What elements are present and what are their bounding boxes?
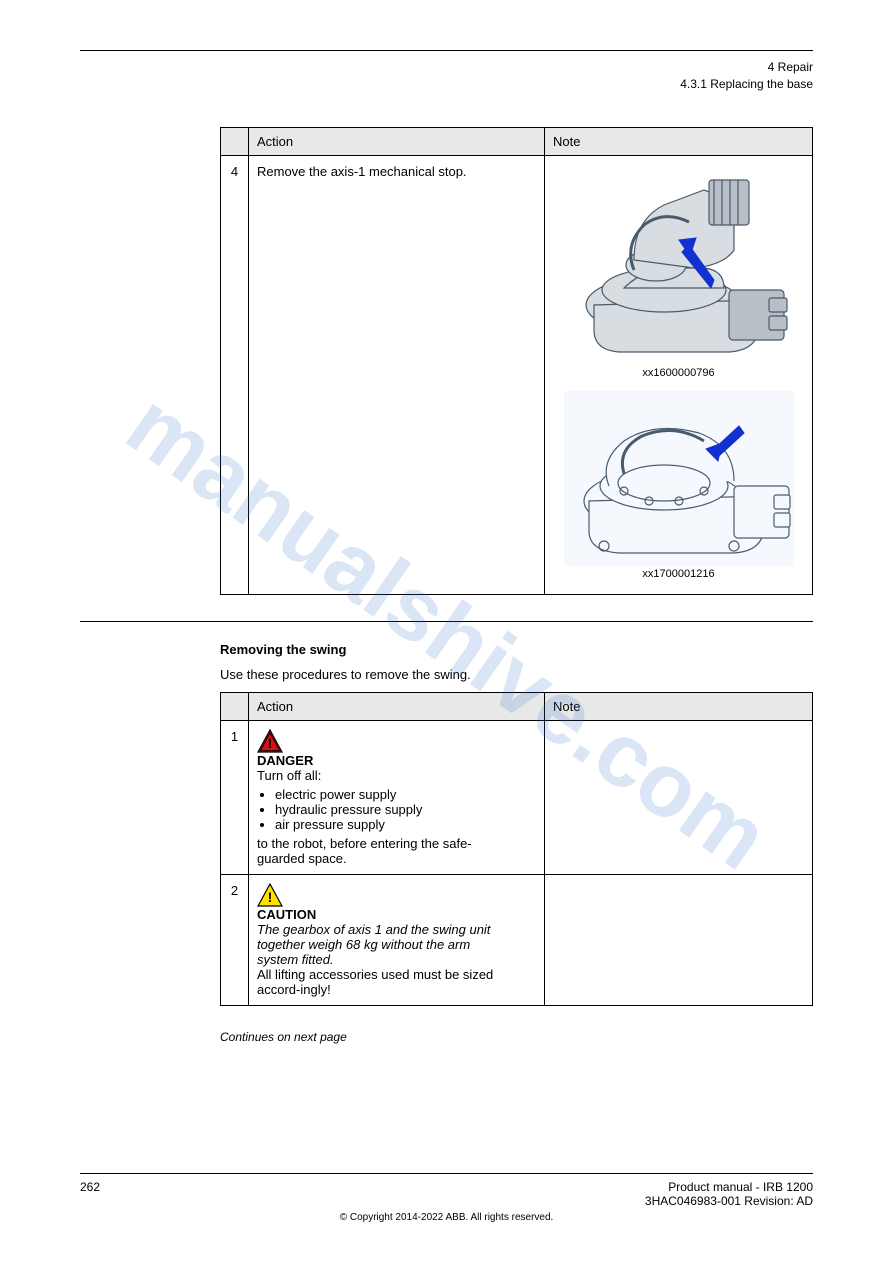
caution-icon: ! [257,883,283,907]
caution-text-2: All lifting accessories used must be siz… [257,967,493,997]
danger-icon: ! [257,729,283,753]
footer-rule [80,1173,813,1174]
step-note-images: xx1600000796 [545,155,813,594]
continues-note: Continues on next page [220,1030,813,1044]
steps-table-2: Action Note 1 ! DANGER Turn off all: [220,692,813,1006]
removing-swing-title: Removing the swing [220,642,813,657]
col-blank [221,127,249,155]
t2-step-1-note [545,720,813,874]
t2-row-2: 2 ! CAUTION The gearbox of axis 1 and th… [221,874,813,1005]
section-separator [80,621,813,622]
t2-col-blank [221,692,249,720]
t2-step-1-action: ! DANGER Turn off all: electric power su… [249,720,545,874]
t2-step-2-num: 2 [221,874,249,1005]
t2-step-1-num: 1 [221,720,249,874]
t2-col-note: Note [545,692,813,720]
table1-row-1: 4 Remove the axis-1 mechanical stop. [221,155,813,594]
page-footer: 262 Product manual - IRB 1200 3HAC046983… [80,1173,813,1223]
svg-text:!: ! [268,735,273,751]
caution-text-1: The gearbox of axis 1 and the swing unit… [257,922,490,967]
header-rule [80,50,813,51]
robot-figure-1: xx1600000796 [564,170,794,379]
removing-swing-lead: Use these procedures to remove the swing… [220,667,813,682]
robot-svg-2 [564,391,794,566]
danger-item-1: electric power supply [275,787,502,802]
step-number: 4 [221,155,249,594]
caution-content: CAUTION The gearbox of axis 1 and the sw… [257,907,502,997]
footer-copyright: © Copyright 2014-2022 ABB. All rights re… [80,1212,813,1223]
page-header: 4 Repair 4.3.1 Replacing the base [80,59,813,93]
t2-step-2-note [545,874,813,1005]
t2-step-2-action: ! CAUTION The gearbox of axis 1 and the … [249,874,545,1005]
col-action: Action [249,127,545,155]
header-chapter: 4 Repair [80,59,813,76]
t2-row-1: 1 ! DANGER Turn off all: electric power … [221,720,813,874]
figure-ref-1: xx1600000796 [564,367,794,379]
danger-item-2: hydraulic pressure supply [275,802,502,817]
robot-svg-1 [564,170,794,365]
figure-ref-2: xx1700001216 [564,568,794,580]
caution-label: CAUTION [257,907,316,922]
footer-manual: Product manual - IRB 1200 [668,1180,813,1194]
header-section-text: 4.3.1 Replacing the base [80,76,813,93]
danger-intro: Turn off all: [257,768,321,783]
danger-content: DANGER Turn off all: electric power supp… [257,753,502,866]
footer-docref: 3HAC046983-001 Revision: AD [645,1194,813,1208]
danger-item-3: air pressure supply [275,817,502,832]
col-note: Note [545,127,813,155]
main-content: Action Note 4 Remove the axis-1 mechanic… [220,127,813,1044]
robot-figure-2: xx1700001216 [564,391,794,580]
steps-table-1: Action Note 4 Remove the axis-1 mechanic… [220,127,813,595]
svg-text:!: ! [268,889,273,905]
danger-after: to the robot, before entering the safe-g… [257,836,472,866]
footer-page-number: 262 [80,1180,100,1208]
step-action: Remove the axis-1 mechanical stop. [249,155,545,594]
danger-label: DANGER [257,753,313,768]
t2-col-action: Action [249,692,545,720]
